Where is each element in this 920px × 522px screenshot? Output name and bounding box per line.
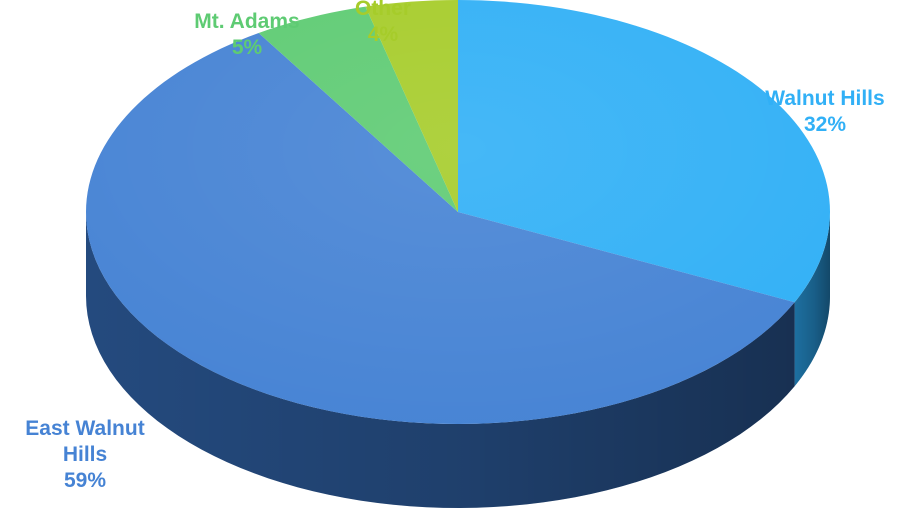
slice-name-2: Mt. Adams [194,10,299,33]
slice-percent-2: 5% [232,36,263,59]
slice-percent-0: 32% [804,113,846,136]
pie-tops [86,0,830,424]
pie-top-gloss [86,0,830,424]
slice-label-1: East Walnut Hills 59% [25,417,144,492]
slice-name-1: East Walnut [25,417,144,440]
pie-sides [86,212,830,508]
slice-name-1: Hills [63,443,107,466]
pie-side-shade-0 [794,212,830,387]
slice-label-2: Mt. Adams 5% [194,10,299,59]
pie-side-shade-1 [86,212,795,508]
pie-labels: Walnut Hills 32% East Walnut Hills 59% Mt. Ad… [25,0,884,492]
slice-percent-3: 4% [368,23,399,46]
slice-percent-1: 59% [64,469,106,492]
slice-label-3: Other 4% [355,0,411,46]
slice-name-3: Other [355,0,411,20]
slice-label-0: Walnut Hills 32% [765,87,884,136]
slice-name-0: Walnut Hills [765,87,884,110]
